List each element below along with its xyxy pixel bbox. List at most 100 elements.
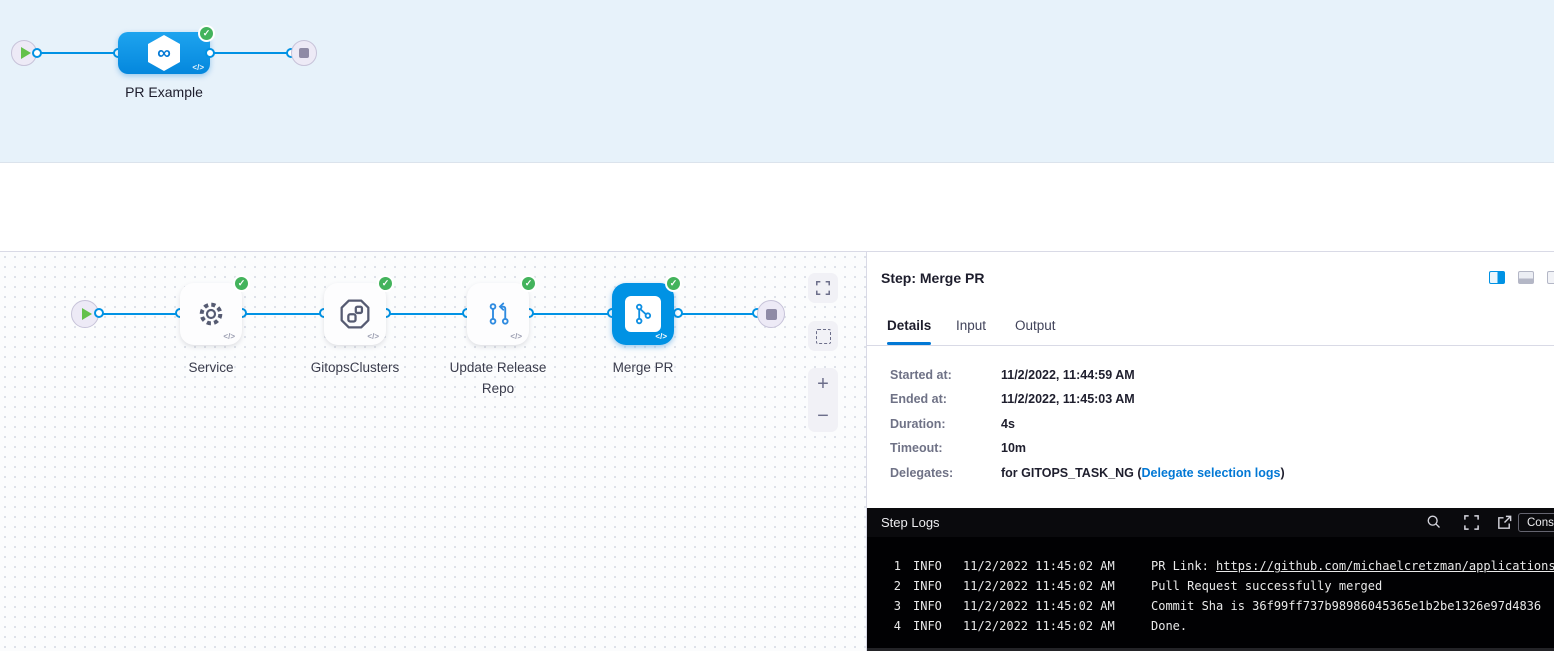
- code-icon: </>: [655, 332, 667, 341]
- tab-output[interactable]: Output: [1015, 318, 1056, 333]
- stage-node-pr-example[interactable]: ∞ </> ✓: [118, 25, 215, 74]
- marquee-select-button[interactable]: [808, 321, 838, 351]
- code-icon: </>: [223, 332, 235, 341]
- detail-label: Timeout:: [890, 441, 943, 455]
- play-icon: [81, 308, 92, 320]
- detail-label: Ended at:: [890, 392, 947, 406]
- connector-dot: [94, 308, 104, 318]
- external-link-icon[interactable]: [1496, 514, 1513, 531]
- log-message: Commit Sha is 36f99ff737b98986045365e1b2…: [1151, 599, 1542, 613]
- play-icon: [20, 47, 31, 59]
- step-logs-console[interactable]: 1 INFO 11/2/2022 11:45:02 AM PR Link: ht…: [867, 537, 1554, 651]
- log-line: 2 INFO 11/2/2022 11:45:02 AM Pull Reques…: [867, 576, 1554, 596]
- check-success-icon: ✓: [377, 275, 394, 292]
- detail-label: Delegates:: [890, 466, 954, 480]
- delegate-selection-logs-link[interactable]: Delegate selection logs: [1141, 466, 1281, 480]
- detail-value: 4s: [1001, 417, 1015, 431]
- log-timestamp: 11/2/2022 11:45:02 AM: [963, 559, 1115, 573]
- stop-icon: [299, 48, 309, 58]
- zoom-out-button[interactable]: −: [817, 405, 829, 427]
- step-label: Update Release Repo: [438, 358, 558, 400]
- log-line-number: 2: [893, 579, 901, 593]
- code-icon: </>: [367, 332, 379, 341]
- step-label: Merge PR: [612, 360, 674, 375]
- detail-value: 11/2/2022, 11:44:59 AM: [1001, 368, 1135, 382]
- code-icon: </>: [192, 63, 204, 72]
- log-timestamp: 11/2/2022 11:45:02 AM: [963, 599, 1115, 613]
- step-label-line2: Repo: [481, 380, 515, 396]
- check-success-icon: ✓: [520, 275, 537, 292]
- delegates-value-prefix: for GITOPS_TASK_NG (: [1001, 466, 1142, 480]
- step-node-update-release-repo[interactable]: </> ✓: [467, 275, 537, 345]
- stage-end-node[interactable]: [291, 40, 317, 66]
- detail-label: Duration:: [890, 417, 946, 431]
- code-icon: </>: [510, 332, 522, 341]
- stage-graph-strip: ∞ </> ✓ PR Example: [0, 0, 1554, 163]
- step-logs-title: Step Logs: [881, 515, 940, 530]
- zoom-controls: + −: [808, 368, 838, 432]
- split-view-panel-icon[interactable]: [1547, 271, 1554, 284]
- fullscreen-icon[interactable]: [1463, 514, 1480, 531]
- step-node-service[interactable]: </> ✓: [180, 275, 250, 345]
- step-label: Service: [188, 360, 234, 375]
- detail-value: 11/2/2022, 11:45:03 AM: [1001, 392, 1135, 406]
- log-timestamp: 11/2/2022 11:45:02 AM: [963, 619, 1115, 633]
- zoom-in-button[interactable]: +: [817, 373, 829, 395]
- stage-start-node[interactable]: [11, 40, 37, 66]
- step-connector-line: [99, 313, 757, 315]
- pull-request-icon: [489, 302, 509, 325]
- active-tab-underline: [887, 342, 931, 345]
- log-message: Pull Request successfully merged: [1151, 579, 1383, 593]
- search-icon[interactable]: [1426, 514, 1442, 530]
- gear-icon: [199, 302, 223, 326]
- split-view-right-icon[interactable]: [1489, 271, 1505, 284]
- connector-dot: [32, 48, 42, 58]
- log-line-number: 1: [893, 559, 901, 573]
- fullscreen-button[interactable]: [808, 273, 838, 303]
- log-message: PR Link: https://github.com/michaelcretz…: [1151, 556, 1554, 576]
- console-view-button[interactable]: Conso: [1518, 513, 1554, 532]
- check-success-icon: ✓: [198, 25, 215, 42]
- run-header-bar: PR Example Started at: 11/2/2022, 11:44:…: [0, 164, 1554, 389]
- step-logs-header: Step Logs Conso: [867, 508, 1554, 537]
- log-message: Done.: [1151, 619, 1188, 633]
- gitops-clusters-octagon-icon: [340, 299, 370, 329]
- step-details-panel: Step: Merge PR Details Input Output Star…: [866, 252, 1554, 651]
- log-line: 3 INFO 11/2/2022 11:45:02 AM Commit Sha …: [867, 596, 1554, 616]
- connector-dot: [673, 308, 683, 318]
- step-node-merge-pr[interactable]: </> ✓: [612, 275, 682, 345]
- stage-label: PR Example: [125, 84, 203, 100]
- marquee-select-icon: [815, 328, 831, 344]
- tab-input[interactable]: Input: [956, 318, 987, 333]
- delegates-value-suffix: ): [1280, 466, 1285, 480]
- detail-label: Started at:: [890, 368, 952, 382]
- step-panel-title: Step: Merge PR: [881, 270, 985, 286]
- split-view-bottom-icon[interactable]: [1518, 271, 1534, 284]
- execution-graph-canvas[interactable]: </> ✓ Service </> ✓ GitopsClusters: [0, 252, 866, 651]
- stop-icon: [765, 308, 777, 320]
- tab-details[interactable]: Details: [887, 318, 932, 333]
- log-level: INFO: [913, 619, 942, 633]
- step-node-gitopsclusters[interactable]: </> ✓: [324, 275, 394, 345]
- connector-dot: [205, 48, 215, 58]
- log-level: INFO: [913, 579, 942, 593]
- log-message-text: PR Link:: [1151, 559, 1217, 573]
- step-label: GitopsClusters: [310, 360, 400, 375]
- pr-link[interactable]: https://github.com/michaelcretzman/appli…: [1216, 559, 1554, 573]
- logs-scrollbar[interactable]: [867, 648, 1554, 651]
- log-line-number: 3: [893, 599, 901, 613]
- graph-end-node[interactable]: [757, 300, 785, 328]
- step-label-line1: Update Release: [449, 360, 547, 375]
- log-timestamp: 11/2/2022 11:45:02 AM: [963, 579, 1115, 593]
- detail-value: for GITOPS_TASK_NG (Delegate selection l…: [1001, 466, 1285, 480]
- fullscreen-icon: [816, 281, 830, 295]
- detail-value: 10m: [1001, 441, 1027, 455]
- infinity-glyph: ∞: [157, 42, 171, 64]
- log-level: INFO: [913, 559, 942, 573]
- git-merge-icon: [625, 296, 661, 332]
- check-success-icon: ✓: [665, 275, 682, 292]
- gitops-hexagon-icon: ∞: [148, 35, 180, 71]
- log-line: 4 INFO 11/2/2022 11:45:02 AM Done.: [867, 616, 1554, 636]
- check-success-icon: ✓: [233, 275, 250, 292]
